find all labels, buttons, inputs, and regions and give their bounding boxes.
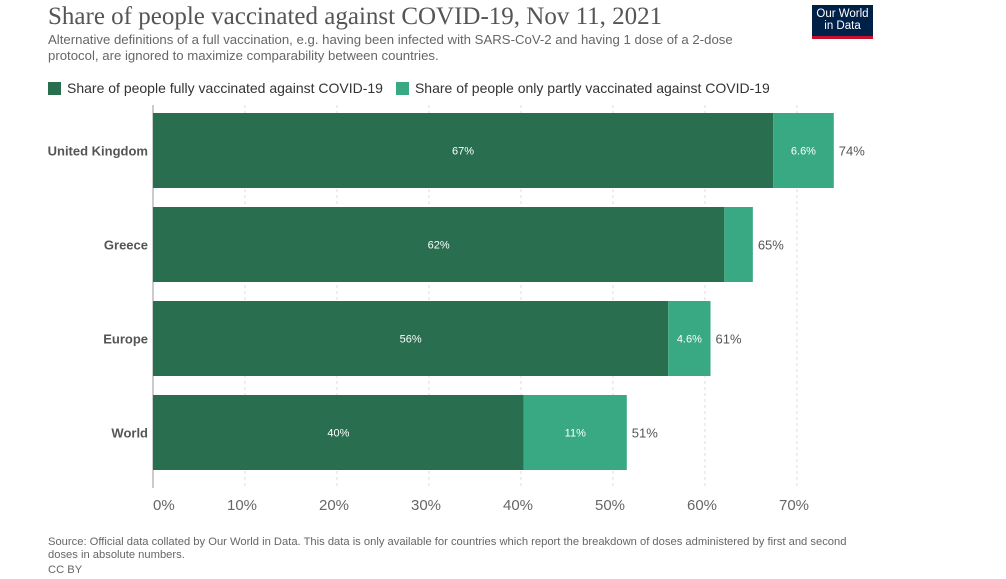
- source-note: Source: Official data collated by Our Wo…: [48, 536, 847, 561]
- bar-value-label: 11%: [565, 428, 586, 440]
- legend-item-fully-vaccinated[interactable]: Share of people fully vaccinated against…: [48, 80, 383, 96]
- legend-swatch-fully: [48, 81, 61, 95]
- legend-label-fully: Share of people fully vaccinated against…: [67, 80, 383, 96]
- bar-value-label: 6.6%: [791, 146, 816, 158]
- x-tick-label: 10%: [227, 497, 257, 514]
- bar-value-label: 56%: [400, 334, 422, 346]
- owid-logo[interactable]: Our World in Data: [812, 5, 873, 39]
- bar-value-label: 4.6%: [677, 334, 702, 346]
- bar-value-label: 67%: [452, 146, 474, 158]
- legend-item-partly-vaccinated[interactable]: Share of people only partly vaccinated a…: [395, 80, 770, 96]
- x-tick-label: 70%: [779, 497, 809, 514]
- logo-line-2: in Data: [824, 20, 861, 32]
- bar-total-label: 51%: [632, 426, 658, 441]
- bar-total-label: 61%: [716, 332, 742, 347]
- x-tick-label: 60%: [687, 497, 717, 514]
- chart-legend: Share of people fully vaccinated against…: [48, 80, 783, 96]
- category-label: United Kingdom: [48, 144, 148, 159]
- bar-partly-vaccinated: [668, 301, 711, 376]
- category-label: Europe: [103, 332, 148, 347]
- bar-partly-vaccinated: [523, 395, 627, 470]
- bar-fully-vaccinated: [153, 395, 524, 470]
- category-label: World: [111, 426, 148, 441]
- bar-value-label: 62%: [428, 240, 450, 252]
- x-tick-label: 20%: [319, 497, 349, 514]
- bar-partly-vaccinated: [773, 113, 834, 188]
- category-label: Greece: [104, 238, 148, 253]
- stacked-bar-chart: 0% 10% 20% 30% 40% 50% 60% 70% United Kingdom 67%…: [48, 105, 865, 514]
- x-tick-label: 0%: [153, 497, 175, 514]
- x-tick-label: 30%: [411, 497, 441, 514]
- bar-total-label: 65%: [758, 238, 784, 253]
- logo-line-1: Our World: [816, 8, 869, 20]
- legend-label-partly: Share of people only partly vaccinated a…: [414, 80, 770, 96]
- x-tick-label: 50%: [595, 497, 625, 514]
- bar-fully-vaccinated: [153, 113, 774, 188]
- bar-fully-vaccinated: [153, 207, 725, 282]
- chart-title: Share of people vaccinated against COVID…: [48, 3, 663, 30]
- bar-partly-vaccinated: [724, 207, 753, 282]
- bar-fully-vaccinated: [153, 301, 669, 376]
- bar-total-label: 74%: [839, 144, 865, 159]
- x-tick-label: 40%: [503, 497, 533, 514]
- bar-value-label: 40%: [327, 428, 349, 440]
- legend-swatch-partly: [395, 81, 409, 95]
- chart-subtitle: Alternative definitions of a full vaccin…: [48, 32, 733, 63]
- license-note: CC BY: [48, 564, 83, 576]
